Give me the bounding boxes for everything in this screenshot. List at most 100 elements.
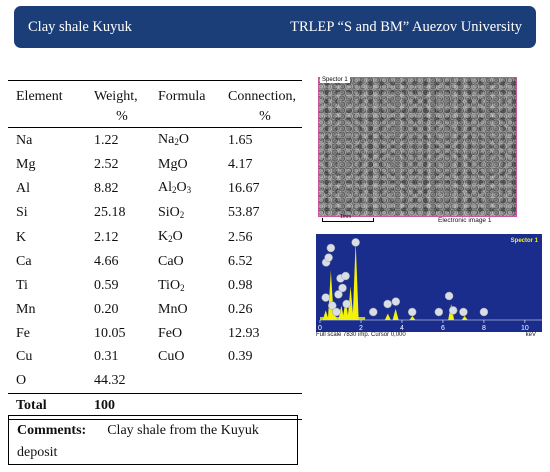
- element-marker: [321, 293, 330, 302]
- formula-part: SiO: [158, 204, 180, 220]
- spectrum-background-band: [320, 317, 366, 320]
- element-marker: [328, 301, 337, 310]
- formula-part: 2: [174, 137, 179, 147]
- element-marker: [448, 306, 458, 315]
- composition-table: Element Weight, % Formula Connection, % …: [8, 80, 302, 420]
- table-row: Ca 4.66 CaO 6.52: [8, 250, 302, 274]
- cell-weight: 8.82: [94, 180, 119, 196]
- col-header-element: Element: [16, 89, 63, 104]
- cell-element: Cu: [16, 349, 33, 365]
- scale-bar: [322, 218, 374, 222]
- element-marker: [351, 238, 360, 247]
- spectrum-footer-text: Full scale 7830 imp. Cursor 0,000: [316, 332, 406, 338]
- formula-part: O: [178, 132, 189, 147]
- x-tick-label: 10: [521, 325, 529, 332]
- spectrum-peak: [384, 313, 391, 320]
- formula-part: TiO: [158, 277, 181, 293]
- micrograph-image: [318, 77, 517, 217]
- cell-formula: Na2O: [150, 128, 220, 153]
- scale-label: 1mm: [340, 214, 352, 220]
- table-row: Mn 0.20 MnO 0.26: [8, 298, 302, 322]
- formula-part: CuO: [158, 349, 185, 365]
- table-row: Al 8.82 Al2O3 16.67: [8, 176, 302, 201]
- cell-weight: 44.32: [94, 372, 126, 388]
- cell-weight: 25.18: [94, 205, 126, 221]
- formula-part: O: [176, 180, 187, 196]
- spectrum-footer: Full scale 7830 imp. Cursor 0,000 keV: [316, 332, 542, 338]
- formula-part: Al: [158, 180, 172, 196]
- formula-part: CaO: [158, 253, 184, 269]
- cell-element: Mn: [16, 302, 36, 318]
- col-header-weight: Weight, %: [94, 89, 138, 124]
- element-marker: [338, 283, 347, 293]
- cell-connection: 4.17: [228, 156, 253, 172]
- cell-connection: 16.67: [228, 180, 260, 196]
- comments-label: Comments:: [17, 423, 87, 438]
- cell-formula: [150, 369, 220, 393]
- cell-element: Na: [16, 132, 33, 148]
- cell-connection: 1.65: [228, 132, 253, 148]
- formula-part: 2: [172, 185, 177, 196]
- element-marker: [459, 307, 468, 317]
- spectrum-tag: Spector 1: [511, 238, 539, 244]
- col-header-formula: Formula: [158, 89, 206, 104]
- micrograph-tag: Spector 1: [320, 77, 350, 83]
- cell-connection: 0.26: [228, 302, 253, 318]
- formula-part: 2: [180, 282, 185, 293]
- element-marker: [391, 297, 401, 306]
- x-tick-label: 6: [441, 325, 445, 332]
- cell-weight: 10.05: [94, 325, 126, 341]
- element-marker: [434, 307, 444, 317]
- element-marker: [332, 307, 341, 317]
- table-row: O 44.32: [8, 369, 302, 393]
- cell-connection: 2.56: [228, 229, 253, 245]
- cell-element: Ti: [16, 278, 28, 294]
- cell-weight: 0.59: [94, 278, 119, 294]
- table-row: Cu 0.31 CuO 0.39: [8, 345, 302, 369]
- table-row: Na 1.22 Na2O 1.65: [8, 128, 302, 153]
- element-marker: [324, 253, 333, 262]
- cell-element: Ca: [16, 253, 32, 269]
- cell-element: Fe: [16, 325, 30, 341]
- element-marker: [444, 291, 454, 301]
- cell-element: K: [16, 229, 27, 245]
- spectrum-plot: 0 2 4 6 8 10 Spector 1: [316, 234, 542, 332]
- eds-spectrum: 0 2 4 6 8 10 Spector 1 Full scale 7830 imp. Cu…: [312, 232, 543, 345]
- cell-formula: Al2O3: [150, 176, 220, 201]
- formula-part: MnO: [158, 302, 188, 318]
- x-tick-label: 8: [482, 325, 486, 332]
- cell-element: Mg: [16, 156, 36, 172]
- micrograph-caption: Electronic image 1: [438, 217, 492, 224]
- cell-element: O: [16, 372, 27, 388]
- formula-part: FeO: [158, 325, 183, 341]
- cell-formula: MgO: [150, 153, 220, 177]
- element-marker: [326, 243, 336, 253]
- table-row: Fe 10.05 FeO 12.93: [8, 322, 302, 346]
- header-affiliation: TRLEP “S and BM” Auezov University: [290, 18, 522, 35]
- cell-formula: CuO: [150, 345, 220, 369]
- cell-element: Al: [16, 180, 30, 196]
- cell-connection: 0.98: [228, 278, 253, 294]
- formula-part: 3: [186, 185, 192, 196]
- element-marker: [383, 299, 392, 309]
- cell-connection: [220, 369, 302, 393]
- cell-weight: 2.52: [94, 156, 119, 172]
- spectrum-svg: 0 2 4 6 8 10 Spector 1: [318, 238, 542, 332]
- spectrum-peak: [461, 316, 468, 320]
- formula-part: 2: [168, 234, 173, 245]
- x-tick-label: 0: [318, 325, 322, 332]
- page-header: Clay shale Kuyuk TRLEP “S and BM” Auezov…: [14, 6, 536, 48]
- x-tick-label: 4: [400, 325, 404, 332]
- col-header-connection: Connection, %: [228, 89, 297, 124]
- cell-element: Si: [16, 205, 28, 221]
- element-marker: [342, 299, 351, 309]
- cell-formula: FeO: [150, 322, 220, 346]
- cell-connection: 12.93: [228, 325, 260, 341]
- element-marker: [334, 290, 343, 299]
- cell-connection: 0.39: [228, 349, 253, 365]
- spectrum-peak: [342, 299, 349, 320]
- cell-formula: MnO: [150, 298, 220, 322]
- comments-box: Comments: Clay shale from the Kuyuk depo…: [8, 415, 298, 465]
- element-marker: [407, 307, 417, 317]
- sem-micrograph: Spector 1 1mm Electronic image 1: [314, 74, 543, 227]
